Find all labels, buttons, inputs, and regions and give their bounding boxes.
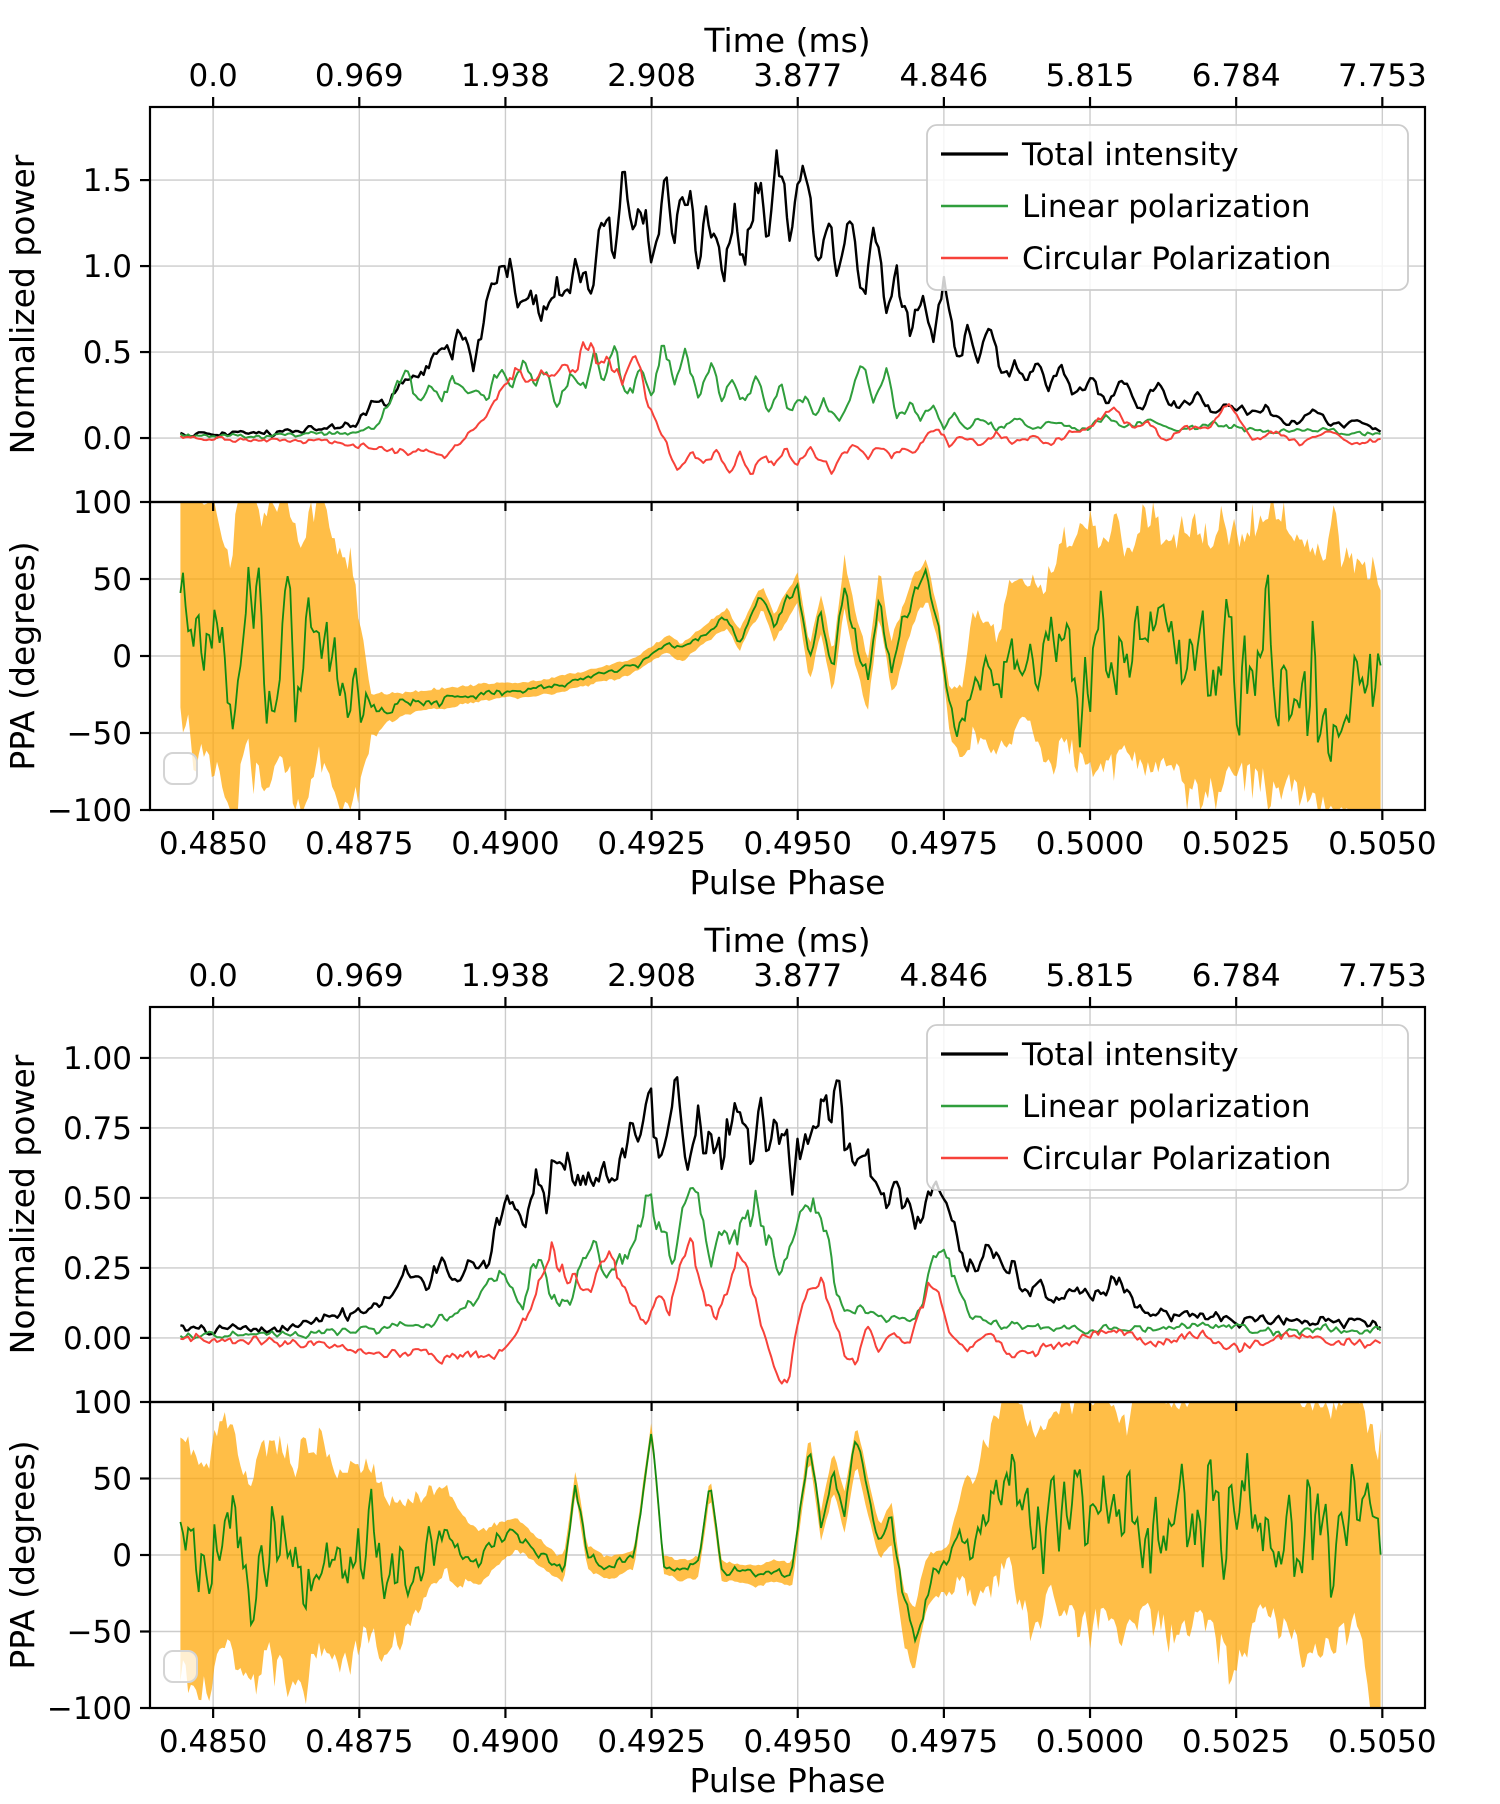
phase-tick-label: 0.4975 [890,826,998,862]
phase-tick-label: 0.5000 [1036,826,1144,862]
phase-tick-label: 0.4925 [597,1724,705,1760]
time-tick-label: 1.938 [461,58,550,94]
time-axis-title: Time (ms) [703,921,870,960]
time-tick-label: 3.877 [753,958,842,994]
ppa-ylabel: PPA (degrees) [3,541,42,770]
time-tick-label: 3.877 [753,58,842,94]
circular-polarization-line [180,1237,1382,1385]
phase-tick-label: 0.5025 [1182,1724,1290,1760]
phase-tick-label: 0.4875 [305,1724,413,1760]
tick-marks [140,997,1384,1718]
phase-tick-label: 0.4950 [743,826,851,862]
legend-linear-label: Linear polarization [1022,189,1310,225]
ppa-ytick-label: −50 [67,1615,132,1651]
phase-tick-label: 0.5000 [1036,1724,1144,1760]
ppa-ytick-label: 50 [93,1462,132,1498]
phase-tick-label: 0.5050 [1328,826,1436,862]
phase-tick-label: 0.4900 [451,826,559,862]
phase-tick-label: 0.4850 [159,1724,267,1760]
time-tick-label: 7.753 [1338,958,1427,994]
total-intensity-line [180,1076,1382,1336]
time-tick-label: 2.908 [607,58,696,94]
time-tick-label: 6.784 [1192,58,1281,94]
legend: Total intensity Linear polarization Circul… [926,124,1409,291]
legend-total-label: Total intensity [1021,1037,1239,1073]
power-panel-data [179,149,1382,475]
phase-tick-label: 0.4975 [890,1724,998,1760]
phase-tick-label: 0.4900 [451,1724,559,1760]
ppa-mini-legend-box [163,752,198,785]
power-ytick-label: 0.25 [63,1251,132,1287]
time-tick-label: 0.0 [188,958,237,994]
power-ytick-label: 0.00 [63,1321,132,1357]
phase-tick-label: 0.5050 [1328,1724,1436,1760]
power-ytick-label: 0.0 [83,421,132,457]
ppa-line [179,1433,1382,1644]
power-panel-data [179,1076,1382,1385]
phase-axis-title: Pulse Phase [690,1761,886,1800]
power-ytick-label: 1.00 [63,1041,132,1077]
ppa-ytick-label: 50 [93,562,132,598]
ppa-ytick-label: 100 [73,485,132,521]
time-tick-label: 0.969 [315,58,404,94]
ppa-ytick-label: 0 [112,1538,132,1574]
time-tick-label: 1.938 [461,958,550,994]
ppa-ytick-label: −50 [67,716,132,752]
figure-1: Time (ms) 0.0 0.969 1.938 2.908 3.877 4.846 5.8… [3,21,1437,902]
legend-linear-label: Linear polarization [1022,1089,1310,1125]
ppa-ytick-label: −100 [47,1691,132,1727]
time-tick-label: 4.846 [900,58,989,94]
legend-box [926,1024,1409,1191]
ppa-mini-legend-box [163,1650,198,1683]
ppa-panel-data [179,502,1382,810]
linear-polarization-line [179,344,1381,440]
figure-2-container: Time (ms) 0.0 0.969 1.938 2.908 3.877 4.846 5.8… [0,900,1500,1800]
phase-axis-title: Pulse Phase [690,863,886,900]
time-tick-label: 7.753 [1338,58,1427,94]
time-tick-label: 5.815 [1046,58,1135,94]
ppa-ylabel: PPA (degrees) [3,1440,42,1669]
time-tick-label: 0.0 [188,58,237,94]
power-ylabel: Normalized power [3,154,42,454]
linear-polarization-line [179,1187,1382,1340]
phase-tick-label: 0.4950 [743,1724,851,1760]
time-tick-label: 6.784 [1192,958,1281,994]
phase-tick-label: 0.4925 [597,826,705,862]
legend-box [926,124,1409,291]
power-ylabel: Normalized power [3,1054,42,1354]
power-ytick-label: 0.5 [83,335,132,371]
ppa-ytick-label: 100 [73,1385,132,1421]
figure-1-container: Time (ms) 0.0 0.969 1.938 2.908 3.877 4.846 5.8… [0,0,1500,902]
time-axis-title: Time (ms) [703,21,870,60]
ppa-ytick-label: 0 [112,639,132,675]
time-tick-label: 5.815 [1046,958,1135,994]
power-ytick-label: 1.5 [83,163,132,199]
time-tick-label: 4.846 [900,958,989,994]
legend-circular-label: Circular Polarization [1022,1141,1331,1177]
figure-2: Time (ms) 0.0 0.969 1.938 2.908 3.877 4.846 5.8… [3,921,1437,1800]
power-ytick-label: 1.0 [83,249,132,285]
power-ytick-label: 0.50 [63,1181,132,1217]
power-ytick-label: 0.75 [63,1111,132,1147]
phase-tick-label: 0.5025 [1182,826,1290,862]
legend-total-label: Total intensity [1021,137,1239,173]
ppa-ytick-label: −100 [47,793,132,829]
phase-tick-label: 0.4875 [305,826,413,862]
ppa-line [179,566,1382,762]
time-tick-label: 0.969 [315,958,404,994]
phase-tick-label: 0.4850 [159,826,267,862]
ppa-panel-data [179,1402,1382,1708]
legend: Total intensity Linear polarization Circul… [926,1024,1409,1191]
tick-marks [140,97,1384,820]
total-intensity-line [179,149,1382,438]
legend-circular-label: Circular Polarization [1022,241,1331,277]
circular-polarization-line [179,341,1381,475]
time-tick-label: 2.908 [607,958,696,994]
